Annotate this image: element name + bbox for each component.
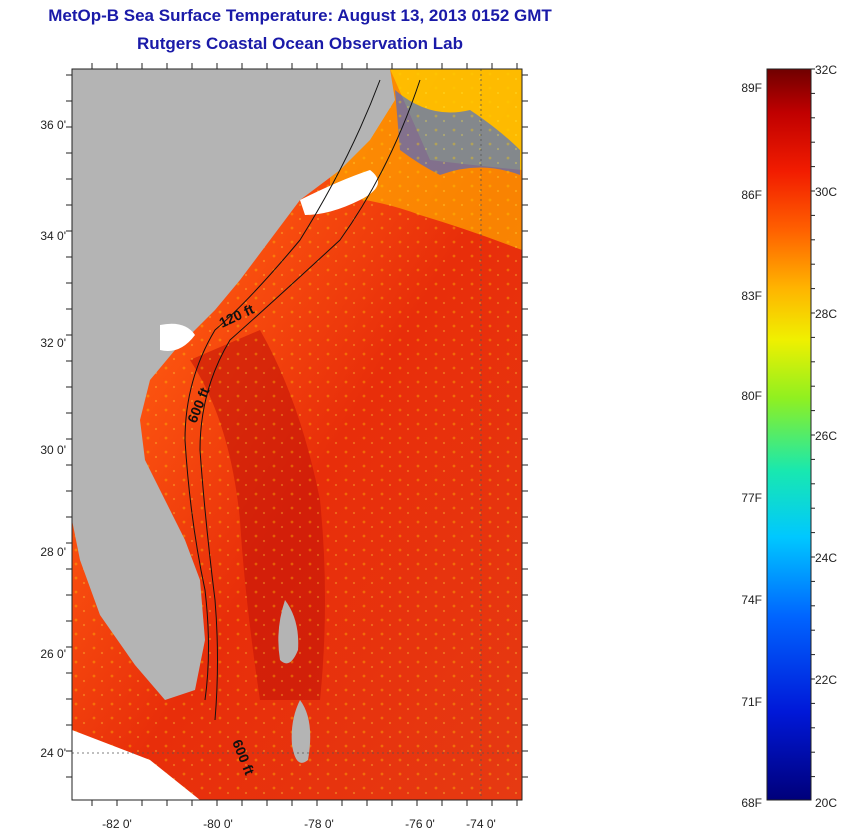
lon-label-74: -74 0'	[466, 817, 496, 831]
map-ticks	[66, 63, 528, 806]
bahamas-island	[278, 600, 299, 664]
colorbar	[766, 68, 812, 801]
lat-label-32: 32 0'	[40, 336, 66, 350]
colorbar-ticks	[811, 68, 815, 778]
lon-label-76: -76 0'	[405, 817, 435, 831]
colorbar-label-30c: 30C	[815, 185, 837, 199]
lon-label-82: -82 0'	[102, 817, 132, 831]
colorbar-label-83f: 83F	[741, 289, 762, 303]
lat-label-24: 24 0'	[40, 746, 66, 760]
page-title: MetOp-B Sea Surface Temperature: August …	[48, 6, 552, 25]
lon-label-80: -80 0'	[203, 817, 233, 831]
bahamas-island-2	[291, 700, 311, 763]
colorbar-label-22c: 22C	[815, 673, 837, 687]
land-mass-us-east-coast	[72, 69, 395, 700]
lat-label-36: 36 0'	[40, 118, 66, 132]
colorbar-label-74f: 74F	[741, 593, 762, 607]
colorbar-label-71f: 71F	[741, 695, 762, 709]
no-data-region	[72, 730, 200, 800]
lat-label-28: 28 0'	[40, 545, 66, 559]
colorbar-label-26c: 26C	[815, 429, 837, 443]
map-frame	[71, 68, 523, 801]
depth-contour-600ft	[199, 79, 421, 721]
colorbar-label-80f: 80F	[741, 389, 762, 403]
colorbar-label-28c: 28C	[815, 307, 837, 321]
map-panel[interactable]	[72, 69, 522, 800]
depth-contour-120ft	[184, 79, 381, 701]
lat-label-26: 26 0'	[40, 647, 66, 661]
coastal-cloud	[300, 170, 378, 215]
coastal-cloud-2	[160, 323, 195, 351]
colorbar-label-32c: 32C	[815, 63, 837, 77]
page-subtitle: Rutgers Coastal Ocean Observation Lab	[137, 34, 463, 53]
colorbar-label-24c: 24C	[815, 551, 837, 565]
colorbar-label-20c: 20C	[815, 796, 837, 810]
colorbar-label-89f: 89F	[741, 81, 762, 95]
lat-label-30: 30 0'	[40, 443, 66, 457]
lon-label-78: -78 0'	[304, 817, 334, 831]
lat-label-34: 34 0'	[40, 229, 66, 243]
colorbar-label-68f: 68F	[741, 796, 762, 810]
colorbar-label-86f: 86F	[741, 188, 762, 202]
colorbar-label-77f: 77F	[741, 491, 762, 505]
